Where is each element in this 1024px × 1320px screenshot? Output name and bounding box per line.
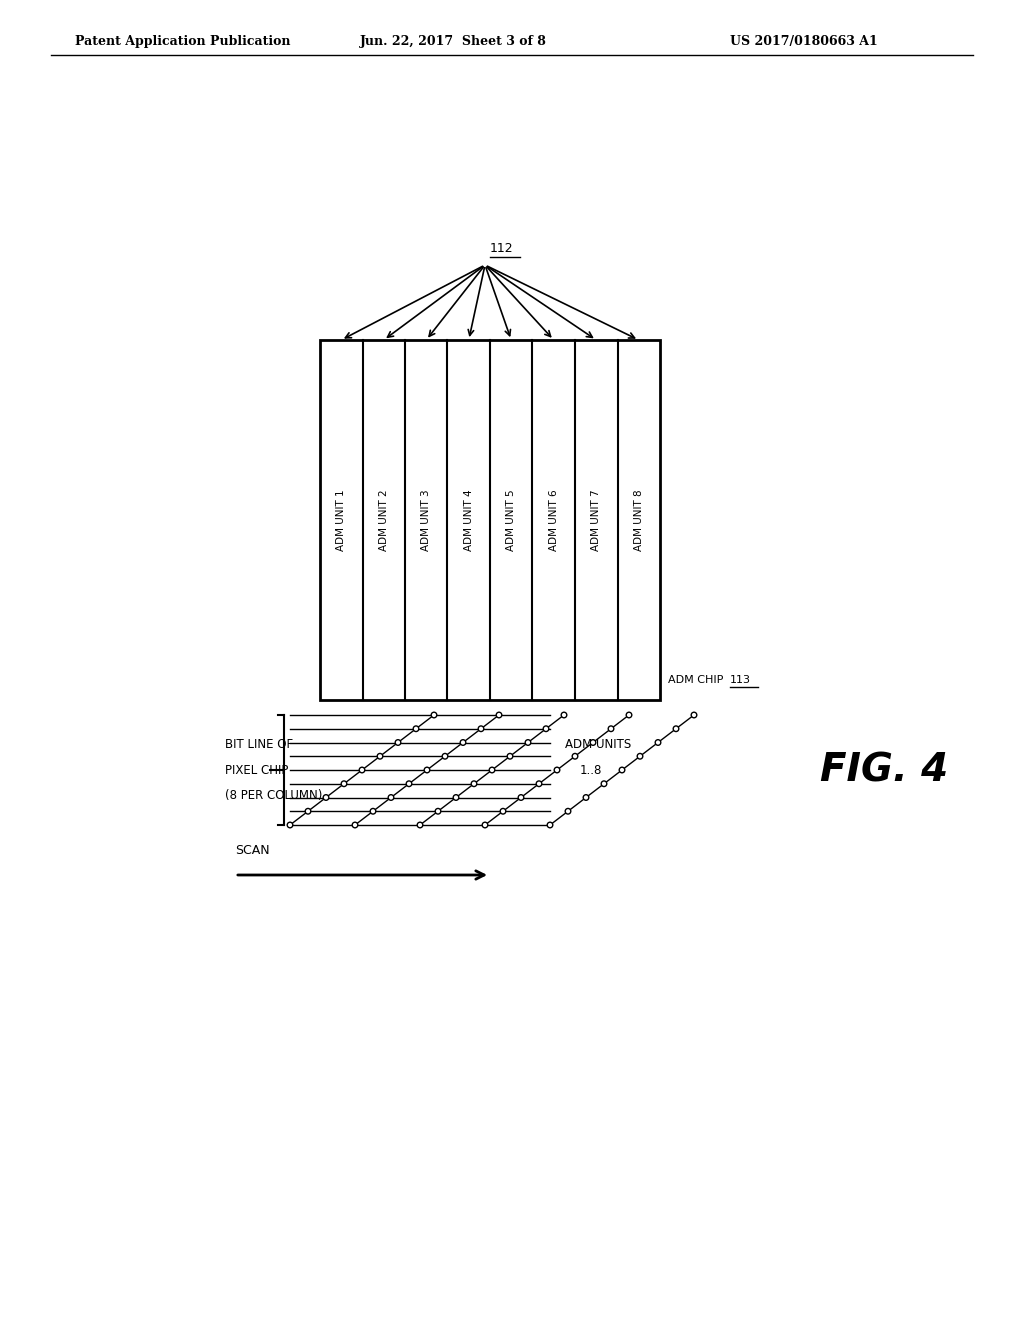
Text: ADM UNIT 7: ADM UNIT 7 [591, 490, 601, 550]
Circle shape [547, 822, 553, 828]
Circle shape [324, 795, 329, 800]
Circle shape [478, 726, 483, 731]
Circle shape [341, 781, 347, 787]
Text: SCAN: SCAN [234, 843, 269, 857]
Bar [319, 341, 660, 700]
Circle shape [431, 713, 437, 718]
Circle shape [407, 781, 412, 787]
Circle shape [460, 739, 466, 746]
Circle shape [377, 754, 383, 759]
Circle shape [537, 781, 542, 787]
Circle shape [287, 822, 293, 828]
Circle shape [500, 808, 506, 814]
Circle shape [673, 726, 679, 731]
Circle shape [590, 739, 596, 746]
Circle shape [371, 808, 376, 814]
Circle shape [601, 781, 607, 787]
Text: 1..8: 1..8 [580, 763, 602, 776]
Circle shape [497, 713, 502, 718]
Text: ADM UNIT 6: ADM UNIT 6 [549, 490, 559, 550]
Circle shape [424, 767, 430, 772]
Text: 113: 113 [730, 675, 751, 685]
Text: ADM UNIT 4: ADM UNIT 4 [464, 490, 474, 550]
Circle shape [507, 754, 513, 759]
Circle shape [305, 808, 311, 814]
Text: BIT LINE OF: BIT LINE OF [225, 738, 293, 751]
Circle shape [620, 767, 625, 772]
Text: ADM UNIT 1: ADM UNIT 1 [336, 490, 346, 550]
Circle shape [554, 767, 560, 772]
Text: ADM UNIT 8: ADM UNIT 8 [634, 490, 644, 550]
Circle shape [352, 822, 357, 828]
Text: US 2017/0180663 A1: US 2017/0180663 A1 [730, 36, 878, 48]
Circle shape [435, 808, 440, 814]
Circle shape [691, 713, 696, 718]
Circle shape [442, 754, 447, 759]
Circle shape [388, 795, 394, 800]
Text: (8 PER COLUMN): (8 PER COLUMN) [225, 788, 323, 801]
Text: 112: 112 [490, 242, 514, 255]
Circle shape [359, 767, 365, 772]
Text: ADM UNIT 5: ADM UNIT 5 [506, 490, 516, 550]
Text: ADM UNITS: ADM UNITS [565, 738, 631, 751]
Circle shape [561, 713, 567, 718]
Circle shape [565, 808, 570, 814]
Circle shape [608, 726, 613, 731]
Circle shape [489, 767, 495, 772]
Circle shape [543, 726, 549, 731]
Text: Jun. 22, 2017  Sheet 3 of 8: Jun. 22, 2017 Sheet 3 of 8 [360, 36, 547, 48]
Circle shape [471, 781, 477, 787]
Circle shape [572, 754, 578, 759]
Circle shape [627, 713, 632, 718]
Circle shape [525, 739, 530, 746]
Circle shape [417, 822, 423, 828]
Text: FIG. 4: FIG. 4 [820, 751, 948, 789]
Circle shape [518, 795, 524, 800]
Text: ADM UNIT 3: ADM UNIT 3 [421, 490, 431, 550]
Text: Patent Application Publication: Patent Application Publication [75, 36, 291, 48]
Circle shape [637, 754, 643, 759]
Circle shape [655, 739, 660, 746]
Text: PIXEL CHIP: PIXEL CHIP [225, 763, 289, 776]
Circle shape [482, 822, 487, 828]
Circle shape [454, 795, 459, 800]
Circle shape [414, 726, 419, 731]
Text: ADM CHIP: ADM CHIP [668, 675, 723, 685]
Circle shape [395, 739, 400, 746]
Text: ADM UNIT 2: ADM UNIT 2 [379, 490, 389, 550]
Circle shape [584, 795, 589, 800]
